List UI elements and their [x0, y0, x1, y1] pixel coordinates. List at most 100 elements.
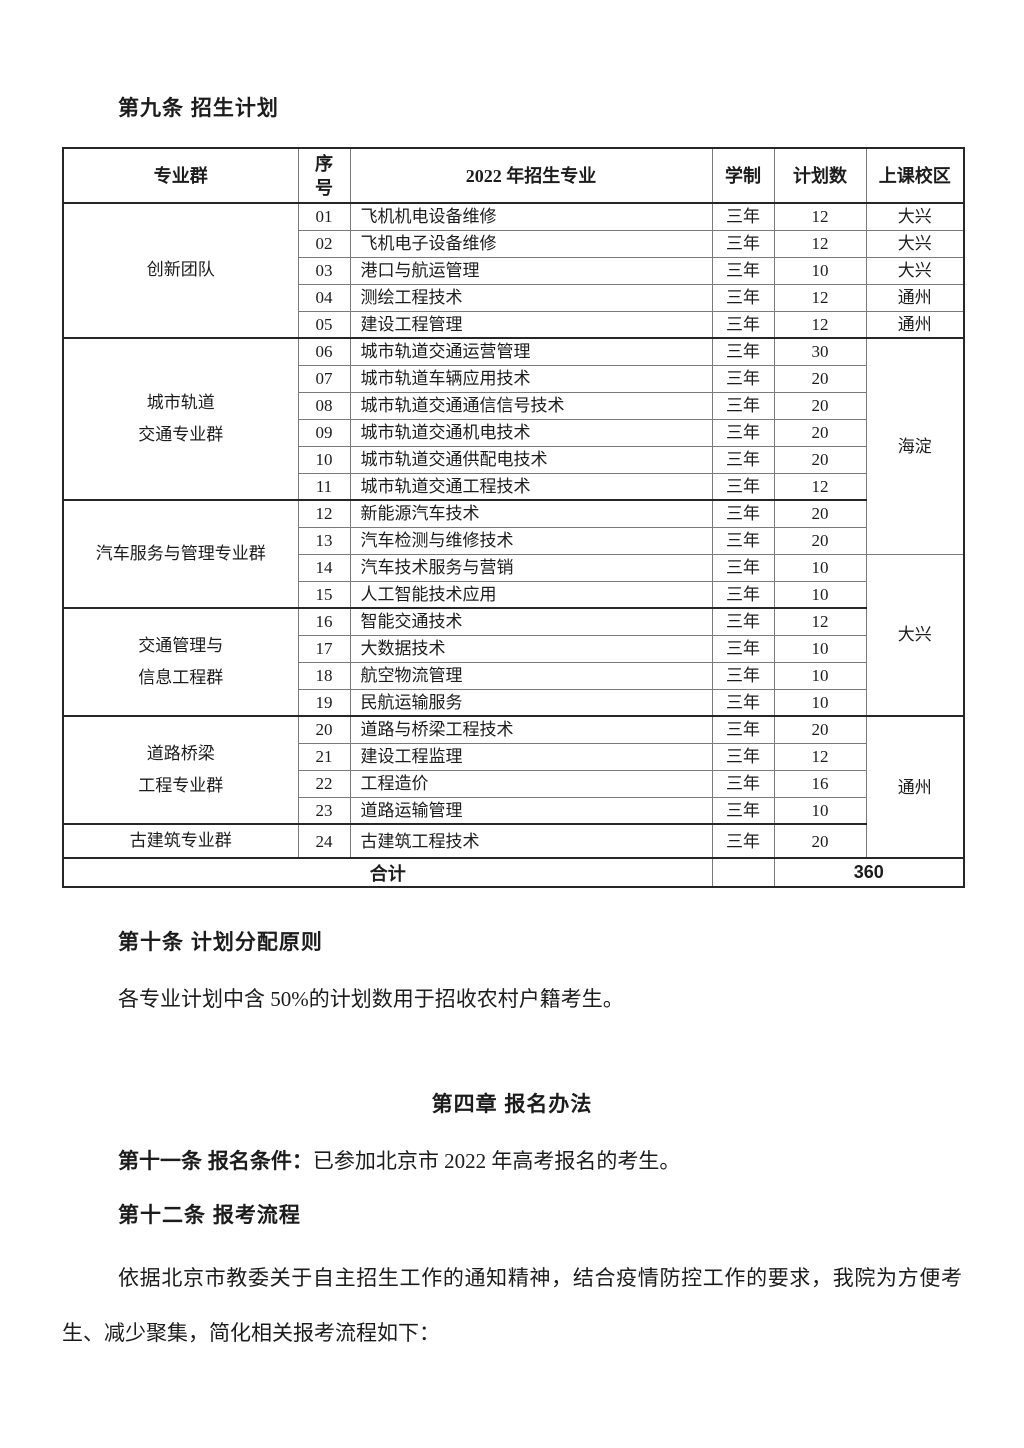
table-row: 道路桥梁 工程专业群 20 道路与桥梁工程技术 三年 20 通州: [62, 714, 965, 859]
duration-cell: 三年: [711, 418, 775, 447]
serial-no-cell: 03: [297, 256, 351, 285]
major-name-cell: 人工智能技术应用: [349, 580, 713, 609]
section-12-heading: 第十二条 报考流程: [118, 1204, 301, 1228]
total-duration-empty-cell: [711, 857, 775, 888]
serial-no-cell: 23: [297, 796, 351, 825]
total-value-cell: 360: [773, 857, 965, 888]
major-name-cell: 古建筑工程技术: [349, 822, 713, 859]
serial-no-cell: 13: [297, 526, 351, 555]
serial-no-cell: 19: [297, 688, 351, 717]
campus-cell: 通州: [865, 714, 965, 859]
major-name-cell: 汽车检测与维修技术: [349, 526, 713, 555]
table-footer: 合计 360: [62, 857, 965, 888]
table-row: 21 建设工程监理 三年 12: [63, 742, 964, 771]
serial-no-cell: 16: [297, 607, 351, 636]
duration-cell: 三年: [711, 499, 775, 528]
campus-cell: 大兴: [865, 229, 965, 258]
duration-cell: 三年: [711, 580, 775, 609]
duration-cell: 三年: [711, 472, 775, 501]
major-group-cell: 汽车服务与管理专业群: [62, 499, 299, 609]
major-name-cell: 城市轨道交通运营管理: [349, 337, 713, 366]
duration-cell: 三年: [711, 742, 775, 771]
table-row: 08 城市轨道交通通信信号技术 三年 20: [63, 391, 964, 420]
header-serial-no: 序号: [297, 147, 351, 204]
campus-cell: 大兴: [865, 553, 965, 717]
serial-no-cell: 07: [297, 364, 351, 393]
plan-count-cell: 16: [773, 769, 867, 798]
serial-no-cell: 06: [297, 337, 351, 366]
table-row: 03 港口与航运管理 三年 10 大兴: [63, 256, 965, 285]
plan-count-cell: 20: [773, 364, 867, 393]
serial-no-cell: 10: [297, 445, 351, 474]
campus-cell: 海淀: [865, 337, 965, 555]
serial-no-cell: 20: [297, 715, 351, 744]
duration-cell: 三年: [711, 202, 775, 231]
campus-cell: 大兴: [865, 256, 965, 285]
table-row: 15 人工智能技术应用 三年 10: [63, 580, 964, 609]
duration-cell: 三年: [711, 337, 775, 366]
serial-no-cell: 18: [297, 661, 351, 690]
table-row: 18 航空物流管理 三年 10: [63, 661, 964, 690]
table-row: 交通管理与 信息工程群 16 智能交通技术 三年 12: [62, 607, 964, 717]
enrollment-table-body: 创新团队 01 飞机机电设备维修 三年 12 大兴 02 飞机电子设备维修 三年 12 大兴 03 港口…: [62, 202, 965, 859]
duration-cell: 三年: [711, 256, 775, 285]
duration-cell: 三年: [711, 445, 775, 474]
campus-cell: 通州: [865, 283, 965, 312]
major-group-cell: 道路桥梁 工程专业群: [62, 715, 299, 825]
section-10-heading: 第十条 计划分配原则: [118, 931, 323, 955]
campus-cell: 大兴: [865, 202, 965, 231]
plan-count-cell: 12: [773, 283, 867, 312]
table-header: 专业群 序号 2022 年招生专业 学制 计划数 上课校区: [62, 147, 965, 204]
serial-no-cell: 24: [297, 822, 351, 859]
duration-cell: 三年: [711, 769, 775, 798]
major-name-cell: 工程造价: [349, 769, 713, 798]
duration-cell: 三年: [711, 283, 775, 312]
major-name-cell: 城市轨道交通通信信号技术: [349, 391, 713, 420]
table-row: 11 城市轨道交通工程技术 三年 12: [63, 472, 964, 501]
table-row: 14 汽车技术服务与营销 三年 10 大兴: [63, 553, 965, 717]
major-name-cell: 建设工程管理: [349, 310, 713, 339]
table-header-row: 专业群 序号 2022 年招生专业 学制 计划数 上课校区: [62, 147, 965, 204]
serial-no-cell: 17: [297, 634, 351, 663]
enrollment-plan-table: 专业群 序号 2022 年招生专业 学制 计划数 上课校区 创新团队 01 飞机机电…: [62, 147, 965, 889]
serial-no-cell: 05: [297, 310, 351, 339]
duration-cell: 三年: [711, 553, 775, 582]
table-row: 05 建设工程管理 三年 12 通州: [63, 310, 965, 339]
plan-count-cell: 12: [773, 607, 867, 636]
major-name-cell: 城市轨道车辆应用技术: [349, 364, 713, 393]
campus-cell: 通州: [865, 310, 965, 339]
chapter-4-heading: 第四章 报名办法: [431, 1093, 593, 1117]
major-name-cell: 城市轨道交通机电技术: [349, 418, 713, 447]
serial-no-cell: 09: [297, 418, 351, 447]
major-name-cell: 民航运输服务: [349, 688, 713, 717]
serial-no-cell: 08: [297, 391, 351, 420]
table-row: 19 民航运输服务 三年 10: [63, 688, 964, 717]
serial-no-cell: 21: [297, 742, 351, 771]
duration-cell: 三年: [711, 688, 775, 717]
table-row: 02 飞机电子设备维修 三年 12 大兴: [63, 229, 965, 258]
major-name-cell: 汽车技术服务与营销: [349, 553, 713, 582]
table-row: 汽车服务与管理专业群 12 新能源汽车技术 三年 20: [62, 499, 964, 609]
section-9-heading: 第九条 招生计划: [118, 97, 279, 120]
serial-no-cell: 14: [297, 553, 351, 582]
application-process-paragraph: 依据北京市教委关于自主招生工作的通知精神，结合疫情防控工作的要求，我院为方便考生…: [62, 1266, 962, 1346]
duration-cell: 三年: [711, 661, 775, 690]
plan-count-cell: 12: [773, 310, 867, 339]
major-name-cell: 航空物流管理: [349, 661, 713, 690]
plan-count-cell: 10: [773, 796, 867, 825]
plan-count-cell: 10: [773, 634, 867, 663]
serial-no-cell: 11: [297, 472, 351, 501]
table-row: 城市轨道 交通专业群 06 城市轨道交通运营管理 三年 30 海淀: [62, 337, 965, 555]
major-group-cell: 古建筑专业群: [62, 822, 299, 859]
section-10-body: 各专业计划中含 50%的计划数用于招收农村户籍考生。: [118, 987, 624, 1012]
major-name-cell: 城市轨道交通供配电技术: [349, 445, 713, 474]
section-11-line: 第十一条 报名条件：已参加北京市 2022 年高考报名的考生。: [118, 1148, 962, 1175]
plan-count-cell: 12: [773, 202, 867, 231]
major-name-cell: 智能交通技术: [349, 607, 713, 636]
header-plan-count: 计划数: [773, 147, 867, 204]
header-major-group: 专业群: [62, 147, 299, 204]
plan-count-cell: 20: [773, 715, 867, 744]
major-name-cell: 道路运输管理: [349, 796, 713, 825]
major-name-cell: 测绘工程技术: [349, 283, 713, 312]
major-name-cell: 港口与航运管理: [349, 256, 713, 285]
